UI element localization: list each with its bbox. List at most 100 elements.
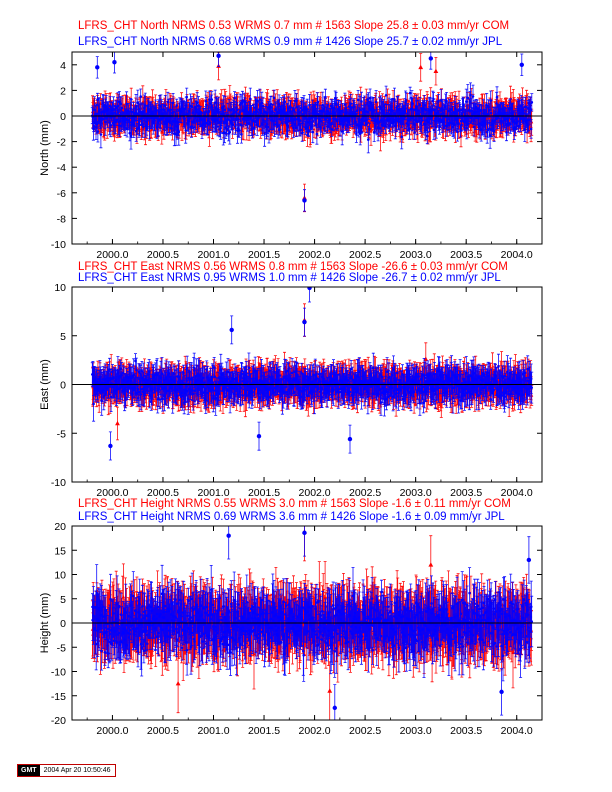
chart-panel-2: LFRS_CHT East NRMS 0.95 WRMS 1.0 mm # 14…	[39, 261, 543, 499]
y-tick-label: 0	[60, 618, 66, 630]
outlier-point	[428, 56, 434, 61]
y-tick-label: 0	[60, 380, 66, 392]
x-tick-label: 2003.0	[400, 487, 432, 499]
outlier-point	[327, 688, 333, 693]
outlier-point	[499, 689, 504, 695]
y-tick-label: -5	[57, 642, 66, 654]
chart-title-line-2: LFRS_CHT North NRMS 0.53 WRMS 0.7 mm # 1…	[78, 20, 509, 32]
x-tick-label: 2003.5	[450, 725, 482, 737]
x-tick-label: 2000.5	[147, 487, 179, 499]
y-tick-label: 10	[54, 570, 66, 582]
x-tick-label: 2002.0	[299, 249, 331, 261]
x-tick-label: 2002.0	[299, 725, 331, 737]
y-tick-label: 15	[54, 545, 66, 557]
y-tick-label: -4	[57, 162, 66, 174]
series-jpl	[91, 526, 534, 720]
x-tick-label: 2001.0	[197, 725, 229, 737]
outlier-point	[226, 533, 231, 538]
x-tick-label: 2000.5	[147, 249, 179, 261]
outlier-point	[307, 287, 312, 291]
outlier-point	[108, 443, 113, 449]
y-tick-label: -6	[57, 188, 66, 200]
y-tick-label: -10	[51, 477, 66, 489]
x-tick-label: 2001.5	[248, 487, 280, 499]
x-tick-label: 2004.0	[501, 249, 533, 261]
chart-title-line-1: LFRS_CHT North NRMS 0.68 WRMS 0.9 mm # 1…	[78, 36, 503, 48]
series-error-bars	[91, 526, 534, 720]
outlier-point	[423, 356, 429, 361]
chart-panel-1: LFRS_CHT North NRMS 0.68 WRMS 0.9 mm # 1…	[39, 20, 543, 261]
y-tick-label: 20	[54, 521, 66, 533]
chart-panel-3: LFRS_CHT Height NRMS 0.69 WRMS 3.6 mm # …	[39, 498, 543, 737]
y-tick-label: 10	[54, 282, 66, 294]
outlier-point	[433, 68, 439, 73]
outlier-point	[302, 530, 307, 535]
data-layer	[90, 52, 534, 213]
x-tick-label: 2001.5	[248, 249, 280, 261]
outlier-point	[256, 433, 262, 439]
y-tick-label: 0	[60, 111, 66, 123]
y-axis-label: North (mm)	[39, 120, 51, 176]
outlier-point	[418, 64, 424, 70]
y-axis-label: East (mm)	[39, 359, 51, 410]
series-jpl	[90, 52, 534, 212]
x-tick-label: 2000.0	[96, 725, 128, 737]
chart-title-line-2: LFRS_CHT Height NRMS 0.55 WRMS 3.0 mm # …	[78, 498, 511, 510]
x-tick-label: 2003.5	[450, 487, 482, 499]
x-tick-label: 2004.0	[501, 725, 533, 737]
outlier-point	[95, 65, 100, 70]
outlier-point	[115, 420, 120, 426]
outlier-point	[347, 436, 353, 442]
x-tick-label: 2000.0	[96, 487, 128, 499]
y-tick-label: 5	[60, 594, 66, 606]
outlier-point	[302, 198, 307, 203]
outlier-point	[526, 557, 532, 563]
series-markers	[91, 531, 534, 710]
y-tick-label: 4	[60, 60, 66, 72]
chart-title-line-1: LFRS_CHT East NRMS 0.95 WRMS 1.0 mm # 14…	[78, 272, 501, 284]
series-markers	[90, 318, 534, 425]
y-tick-label: -2	[57, 137, 66, 149]
x-tick-label: 2000.0	[96, 249, 128, 261]
outlier-point	[175, 681, 181, 686]
gmt-logo: GMT	[18, 765, 40, 776]
y-tick-label: -15	[51, 691, 66, 703]
outlier-point	[112, 60, 117, 65]
outlier-point	[302, 319, 307, 325]
outlier-point	[519, 62, 524, 67]
series-error-bars	[90, 287, 534, 461]
y-tick-label: -5	[57, 428, 66, 440]
outlier-point	[216, 53, 221, 59]
x-tick-label: 2003.0	[400, 725, 432, 737]
data-layer	[90, 287, 534, 461]
x-tick-label: 2002.5	[349, 487, 381, 499]
outlier-point	[428, 562, 434, 567]
gmt-timestamp-stamp: GMT 2004 Apr 20 10:50:46	[17, 764, 116, 777]
plot-frame	[71, 51, 543, 245]
data-layer	[90, 526, 534, 720]
plot-timestamp: 2004 Apr 20 10:50:46	[39, 765, 115, 776]
y-tick-label: -20	[51, 715, 66, 727]
x-tick-label: 2001.5	[248, 725, 280, 737]
x-tick-label: 2003.0	[400, 249, 432, 261]
y-tick-label: -10	[51, 239, 66, 251]
outlier-point	[229, 327, 234, 333]
x-tick-label: 2004.0	[501, 487, 533, 499]
x-tick-label: 2000.5	[147, 725, 179, 737]
series-jpl	[90, 287, 534, 461]
outlier-point	[332, 705, 337, 711]
x-tick-label: 2002.5	[349, 725, 381, 737]
x-tick-label: 2003.5	[450, 249, 482, 261]
chart-title-line-2: LFRS_CHT East NRMS 0.56 WRMS 0.8 mm # 15…	[78, 261, 508, 273]
y-axis-label: Height (mm)	[39, 593, 51, 654]
y-tick-label: 5	[60, 331, 66, 343]
x-tick-label: 2001.0	[197, 487, 229, 499]
y-tick-label: -10	[51, 667, 66, 679]
chart-title-line-1: LFRS_CHT Height NRMS 0.69 WRMS 3.6 mm # …	[78, 511, 505, 523]
x-tick-label: 2001.0	[197, 249, 229, 261]
y-tick-label: -8	[57, 213, 66, 225]
x-tick-label: 2002.5	[349, 249, 381, 261]
series-markers	[90, 64, 534, 200]
x-tick-label: 2002.0	[299, 487, 331, 499]
